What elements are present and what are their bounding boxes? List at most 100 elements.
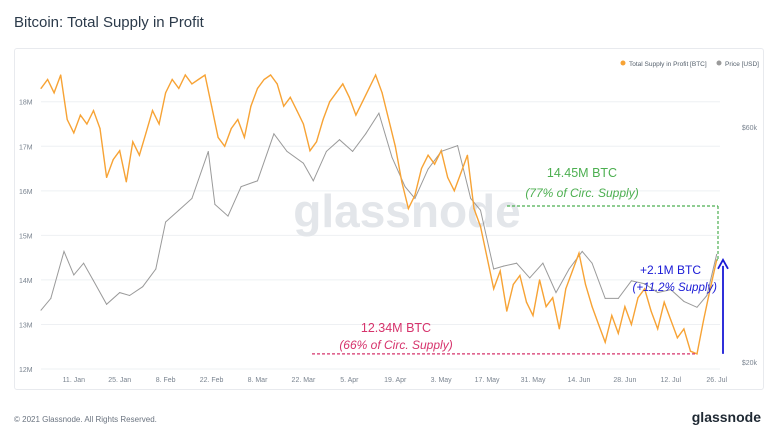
- data-point-price: [273, 133, 275, 135]
- data-point-supply: [125, 181, 127, 183]
- data-point-price: [516, 262, 518, 264]
- data-point-supply: [512, 283, 514, 285]
- data-point-supply: [348, 96, 350, 98]
- data-point-price: [391, 156, 393, 158]
- footer-logo[interactable]: glassnode: [691, 409, 761, 425]
- y-axis-left: 12M 13M 14M 15M 16M 17M 18M: [19, 100, 33, 374]
- data-point-price: [129, 295, 131, 296]
- data-point-supply: [106, 176, 108, 179]
- data-point-supply: [355, 114, 357, 116]
- data-point-supply: [591, 306, 593, 308]
- data-point-supply: [302, 123, 305, 125]
- x-axis: 11. Jan 25. Jan 8. Feb 22. Feb 8. Mar 22. Mar…: [63, 377, 728, 384]
- data-point-supply: [657, 328, 659, 330]
- data-point-supply: [322, 118, 324, 121]
- data-point-supply: [165, 92, 167, 94]
- data-point-supply: [86, 123, 88, 125]
- x-tick-label: 25. Jan: [108, 377, 131, 384]
- data-point-supply: [374, 74, 377, 76]
- x-tick-label: 22. Feb: [200, 377, 224, 384]
- data-point-price: [617, 297, 619, 299]
- data-point-price: [657, 292, 659, 294]
- data-point-price: [214, 203, 216, 205]
- annotation-low-subtitle: (66% of Circ. Supply): [339, 338, 452, 352]
- data-point-supply: [538, 279, 541, 281]
- data-point-price: [92, 280, 94, 282]
- data-point-supply: [394, 145, 396, 147]
- data-point-supply: [670, 319, 672, 321]
- data-point-price: [40, 309, 42, 311]
- data-point-price: [302, 162, 304, 164]
- y-right-tick-label: $20k: [742, 360, 758, 367]
- data-point-price: [106, 303, 108, 305]
- data-point-supply: [637, 297, 639, 299]
- y-tick-label: 18M: [19, 100, 33, 107]
- data-point-supply: [335, 92, 337, 94]
- data-point-supply: [224, 145, 226, 147]
- data-point-price: [542, 262, 544, 264]
- data-point-price: [227, 215, 229, 217]
- chart-svg: glassnode 12M 13M 14M 15M 16M 17M 18M $20k $60k…: [19, 60, 759, 384]
- watermark: glassnode: [293, 185, 521, 237]
- data-point-price: [365, 133, 367, 135]
- data-point-supply: [204, 74, 206, 76]
- data-point-supply: [368, 87, 370, 89]
- data-point-price: [165, 221, 167, 223]
- data-point-supply: [256, 87, 259, 89]
- data-point-supply: [676, 337, 678, 339]
- data-point-supply: [525, 301, 528, 303]
- legend-label-supply[interactable]: Total Supply in Profit [BTC]: [629, 61, 707, 68]
- data-point-supply: [552, 297, 554, 299]
- data-point-price: [568, 268, 570, 270]
- data-point-supply: [486, 257, 488, 259]
- data-point-supply: [263, 78, 265, 81]
- data-point-supply: [151, 110, 154, 112]
- data-point-supply: [138, 154, 141, 156]
- data-point-price: [480, 209, 482, 211]
- blue-arrowhead: [717, 258, 729, 270]
- data-point-supply: [650, 310, 652, 312]
- data-point-price: [256, 180, 258, 182]
- data-point-supply: [584, 283, 587, 285]
- data-point-supply: [388, 118, 390, 121]
- legend: Total Supply in Profit [BTC] Price [USD]: [620, 60, 759, 68]
- chart-panel: glassnode 12M 13M 14M 15M 16M 17M 18M $20k $60k…: [14, 48, 764, 390]
- x-tick-label: 26. Jul: [706, 377, 727, 384]
- data-point-supply: [519, 274, 521, 277]
- data-point-supply: [329, 101, 331, 103]
- data-point-price: [427, 168, 429, 170]
- data-point-supply: [315, 141, 318, 143]
- legend-label-price[interactable]: Price [USD]: [725, 61, 759, 68]
- data-point-price: [286, 150, 288, 152]
- data-point-supply: [630, 323, 633, 326]
- data-point-supply: [702, 319, 705, 321]
- data-point-supply: [420, 167, 423, 170]
- data-point-supply: [466, 154, 469, 156]
- grid: [41, 101, 720, 370]
- data-point-price: [503, 265, 505, 267]
- data-point-price: [404, 186, 406, 188]
- x-tick-label: 19. Apr: [384, 377, 407, 384]
- data-point-price: [591, 262, 593, 264]
- data-point-supply: [558, 328, 560, 330]
- data-point-supply: [506, 310, 508, 312]
- y-tick-label: 16M: [19, 189, 33, 196]
- annotation-delta-value: +2.1M BTC: [640, 263, 701, 277]
- data-point-price: [683, 300, 685, 302]
- data-point-supply: [289, 96, 291, 98]
- data-point-price: [378, 112, 380, 114]
- data-point-supply: [571, 270, 573, 272]
- data-point-supply: [407, 208, 409, 210]
- data-point-price: [604, 297, 606, 299]
- data-point-price: [240, 186, 242, 188]
- data-point-price: [73, 274, 75, 276]
- data-point-price: [457, 145, 459, 147]
- data-point-price: [414, 197, 416, 199]
- data-point-supply: [578, 252, 580, 254]
- data-point-supply: [447, 176, 449, 179]
- data-point-supply: [401, 181, 403, 183]
- data-point-price: [325, 150, 327, 152]
- data-point-supply: [237, 118, 239, 121]
- footer-copyright: © 2021 Glassnode. All Rights Reserved.: [14, 415, 157, 424]
- data-point-supply: [171, 78, 173, 81]
